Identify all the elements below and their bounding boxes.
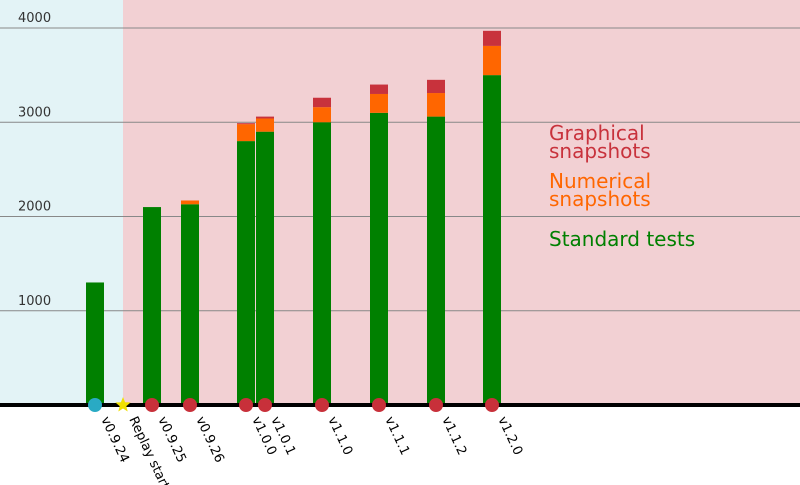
region xyxy=(123,0,800,405)
y-tick-label: 4000 xyxy=(18,11,51,26)
x-tick-label: v1.2.0 xyxy=(494,414,525,457)
bar-segment xyxy=(256,131,274,406)
legend-item: Graphical snapshots xyxy=(549,121,651,163)
bar-segment xyxy=(256,118,274,132)
marker xyxy=(183,398,197,412)
bar-segment xyxy=(313,122,331,405)
bar-segment xyxy=(86,282,104,405)
bar-segment xyxy=(313,107,331,123)
y-tick-label: 2000 xyxy=(18,200,51,215)
bar-segment xyxy=(483,45,501,76)
bar-segment xyxy=(181,200,199,205)
y-tick-label: 1000 xyxy=(18,294,51,309)
x-tick-label: v1.1.0 xyxy=(324,414,355,457)
x-tick-label: v1.1.1 xyxy=(381,414,412,457)
y-tick-label: 3000 xyxy=(18,105,51,120)
bar-segment xyxy=(143,207,161,405)
bar-segment xyxy=(313,97,331,108)
marker xyxy=(485,398,499,412)
bar-segment xyxy=(370,84,388,94)
marker xyxy=(115,397,131,412)
x-tick-label: v1.1.2 xyxy=(438,414,469,457)
marker xyxy=(372,398,386,412)
bar-segment xyxy=(483,30,501,46)
bar-segment xyxy=(181,204,199,405)
bar-segment xyxy=(237,124,255,142)
bar-segment xyxy=(427,93,445,117)
marker xyxy=(145,398,159,412)
bar-segment xyxy=(427,116,445,405)
marker xyxy=(88,398,102,412)
bar-segment xyxy=(427,79,445,94)
legend-item: Standard tests xyxy=(549,227,696,251)
bar-segment xyxy=(370,93,388,113)
marker xyxy=(258,398,272,412)
legend-item: Numerical snapshots xyxy=(549,169,652,211)
bar-segment xyxy=(370,112,388,405)
bar-segment xyxy=(256,116,274,119)
marker xyxy=(429,398,443,412)
marker xyxy=(239,398,253,412)
bar-segment xyxy=(483,75,501,405)
bar-segment xyxy=(237,123,255,125)
bar-segment xyxy=(237,141,255,405)
marker xyxy=(315,398,329,412)
x-tick-label: v0.9.26 xyxy=(192,414,226,465)
